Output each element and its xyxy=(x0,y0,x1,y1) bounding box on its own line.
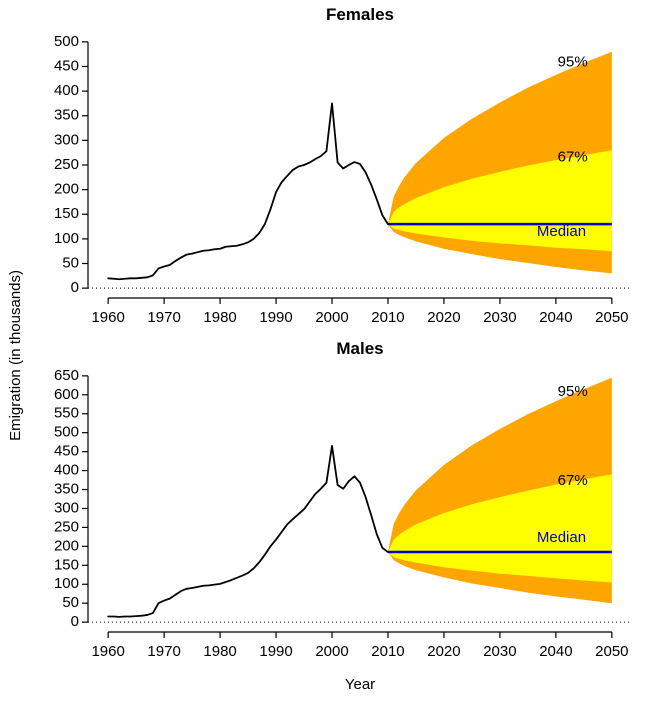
annotation-label: Median xyxy=(537,529,586,546)
y-tick-label: 150 xyxy=(54,205,79,222)
x-tick-label: 1990 xyxy=(259,643,292,660)
y-tick-label: 500 xyxy=(54,424,79,441)
historical-line xyxy=(107,102,389,281)
x-tick-label: 2050 xyxy=(595,643,628,660)
annotation-label: 67% xyxy=(558,149,588,166)
y-tick-label: 0 xyxy=(71,279,79,296)
x-tick-label: 2010 xyxy=(371,643,404,660)
x-tick-label: 1960 xyxy=(91,309,124,326)
chart-males: Males 0 50 100 150 200 250 300 350 400 450 500 550 6… xyxy=(30,338,652,672)
y-tick-label: 50 xyxy=(62,254,79,271)
x-tick-label: 2030 xyxy=(483,643,516,660)
y-tick-label: 350 xyxy=(54,480,79,497)
annotation-label: 95% xyxy=(558,53,588,70)
x-tick-label: 2000 xyxy=(315,309,348,326)
x-tick-label: 1980 xyxy=(203,643,236,660)
x-tick-label: 1980 xyxy=(203,309,236,326)
x-tick-label: 2040 xyxy=(539,643,572,660)
annotation-label: 67% xyxy=(558,472,588,489)
y-tick-label: 100 xyxy=(54,575,79,592)
y-tick-label: 300 xyxy=(54,499,79,516)
x-tick-label: 2000 xyxy=(315,643,348,660)
y-tick-label: 400 xyxy=(54,462,79,479)
chart-title-females: Females xyxy=(325,5,395,24)
y-axis-label-column: Emigration (in thousands) xyxy=(0,0,30,711)
chart-canvas-females: 0 50 100 150 200 250 300 350 400 450 500 1960 1970 19… xyxy=(54,33,632,326)
x-tick-label: 2020 xyxy=(427,643,460,660)
y-tick-label: 250 xyxy=(54,518,79,535)
historical-line xyxy=(107,445,389,618)
chart-females: Females 0 50 100 150 200 250 300 350 400 450 500 19… xyxy=(30,4,652,338)
prediction-band-67 xyxy=(387,150,612,252)
charts-column: Females 0 50 100 150 200 250 300 350 400 450 500 19… xyxy=(30,0,652,711)
y-tick-label: 550 xyxy=(54,405,79,422)
y-tick-label: 150 xyxy=(54,556,79,573)
chart-title-males: Males xyxy=(336,339,384,358)
y-tick-label: 350 xyxy=(54,107,79,124)
y-tick-label: 250 xyxy=(54,156,79,173)
x-tick-label: 1970 xyxy=(147,309,180,326)
prediction-band-67 xyxy=(387,474,612,583)
x-tick-label: 2010 xyxy=(371,309,404,326)
annotation-label: 95% xyxy=(558,383,588,400)
y-tick-label: 450 xyxy=(54,57,79,74)
y-tick-label: 100 xyxy=(54,230,79,247)
x-tick-label: 1990 xyxy=(259,309,292,326)
y-tick-label: 200 xyxy=(54,537,79,554)
x-tick-label: 1970 xyxy=(147,643,180,660)
y-axis-label: Emigration (in thousands) xyxy=(6,270,24,441)
x-tick-label: 2020 xyxy=(427,309,460,326)
y-tick-label: 650 xyxy=(54,367,79,384)
y-tick-label: 400 xyxy=(54,82,79,99)
y-tick-label: 600 xyxy=(54,386,79,403)
y-tick-label: 200 xyxy=(54,181,79,198)
x-tick-label: 2050 xyxy=(595,309,628,326)
x-tick-label: 2040 xyxy=(539,309,572,326)
y-tick-label: 0 xyxy=(71,613,79,630)
y-tick-label: 300 xyxy=(54,131,79,148)
y-tick-label: 450 xyxy=(54,443,79,460)
y-tick-label: 50 xyxy=(62,594,79,611)
x-tick-label: 1960 xyxy=(91,643,124,660)
annotation-label: Median xyxy=(537,223,586,240)
y-tick-label: 500 xyxy=(54,33,79,50)
x-tick-label: 2030 xyxy=(483,309,516,326)
x-axis-label: Year xyxy=(344,676,376,693)
